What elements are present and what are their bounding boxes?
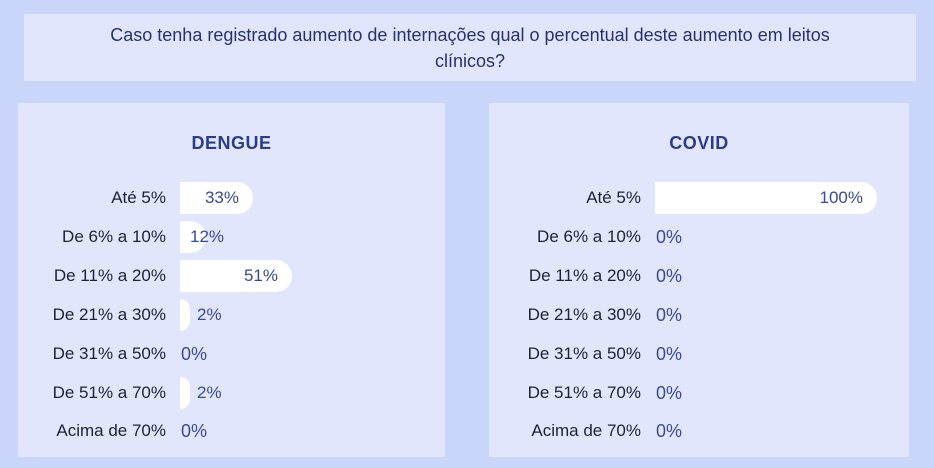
covid-category-label: De 31% a 50%: [527, 344, 641, 363]
covid-category-label: De 21% a 30%: [527, 305, 641, 324]
covid-category-label: Até 5%: [586, 188, 641, 207]
question-text: Caso tenha registrado aumento de interna…: [110, 24, 830, 71]
dengue-value-label: 0%: [181, 344, 208, 364]
covid-chart-title: COVID: [669, 133, 729, 153]
dengue-bar-chart: Até 5% 33% De 6% a 10% 12% De 11% a 20% 51% De…: [18, 103, 445, 457]
covid-panel: COVID Até 5% 100% De 6% a 10% 0% De 11% a 20…: [489, 103, 909, 457]
covid-category-label: De 51% a 70%: [527, 383, 641, 402]
dengue-category-label: De 21% a 30%: [52, 305, 166, 324]
covid-row: De 51% a 70% 0%: [489, 376, 909, 410]
dengue-value-label: 51%: [243, 266, 278, 285]
dengue-category-label: De 6% a 10%: [62, 227, 166, 246]
dengue-row: De 6% a 10% 12%: [18, 220, 445, 254]
dengue-value-label: 33%: [204, 188, 239, 207]
dengue-category-label: Até 5%: [111, 188, 166, 207]
dengue-category-label: Acima de 70%: [56, 421, 166, 440]
covid-value-label: 100%: [819, 188, 863, 207]
covid-value-label: 0%: [656, 305, 683, 325]
covid-value-label: 0%: [656, 421, 683, 441]
dengue-panel: DENGUE Até 5% 33% De 6% a 10% 12% De 11% a 2…: [18, 103, 445, 457]
covid-row: De 11% a 20% 0%: [489, 259, 909, 293]
dengue-row: De 51% a 70% 2%: [18, 376, 445, 410]
covid-row: De 31% a 50% 0%: [489, 337, 909, 371]
dengue-row: De 11% a 20% 51%: [18, 259, 445, 293]
dengue-bar: [180, 299, 190, 331]
covid-category-label: Acima de 70%: [531, 421, 641, 440]
covid-bar-chart: Até 5% 100% De 6% a 10% 0% De 11% a 20% 0% De …: [489, 103, 909, 457]
dengue-value-label: 2%: [197, 383, 222, 402]
dengue-row: Até 5% 33%: [18, 181, 445, 215]
dengue-bar: [180, 182, 253, 214]
dengue-row: Acima de 70% 0%: [18, 414, 445, 448]
dengue-category-label: De 11% a 20%: [53, 266, 166, 285]
covid-category-label: De 6% a 10%: [537, 227, 641, 246]
dengue-bar: [180, 260, 292, 292]
covid-value-label: 0%: [656, 266, 683, 286]
question-header: Caso tenha registrado aumento de interna…: [24, 14, 916, 81]
covid-row: Até 5% 100%: [489, 181, 909, 215]
dengue-bar: [180, 377, 190, 409]
dengue-bar: [180, 221, 206, 253]
dengue-value-label: 12%: [190, 227, 225, 246]
dengue-row: De 21% a 30% 2%: [18, 298, 445, 332]
dengue-value-label: 2%: [197, 305, 222, 324]
covid-value-label: 0%: [656, 383, 683, 403]
covid-value-label: 0%: [656, 227, 683, 247]
dengue-row: De 31% a 50% 0%: [18, 337, 445, 371]
dengue-category-label: De 31% a 50%: [52, 344, 166, 363]
covid-row: De 21% a 30% 0%: [489, 298, 909, 332]
dengue-value-label: 0%: [181, 421, 208, 441]
covid-value-label: 0%: [656, 344, 683, 364]
covid-category-label: De 11% a 20%: [528, 266, 641, 285]
covid-row: Acima de 70% 0%: [489, 414, 909, 448]
covid-bar: [655, 182, 877, 214]
dengue-chart-title: DENGUE: [191, 133, 272, 153]
covid-row: De 6% a 10% 0%: [489, 220, 909, 254]
dengue-category-label: De 51% a 70%: [52, 383, 166, 402]
